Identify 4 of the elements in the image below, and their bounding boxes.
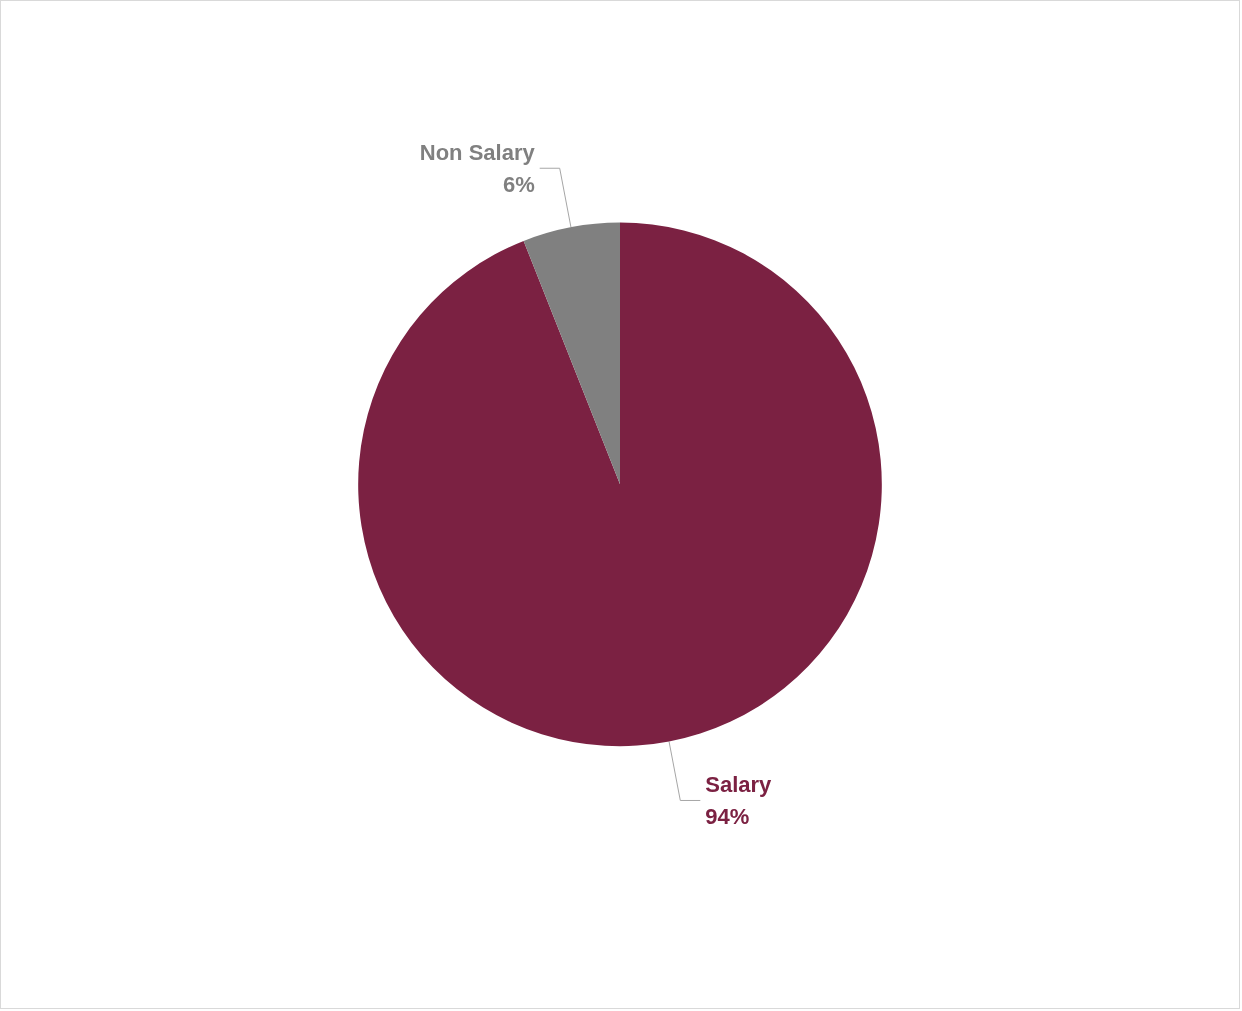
slice-label: Non Salary bbox=[419, 139, 536, 165]
data-label: 6% bbox=[502, 171, 535, 197]
data-label: 94% bbox=[705, 803, 750, 829]
slice-label: Salary bbox=[705, 771, 773, 797]
